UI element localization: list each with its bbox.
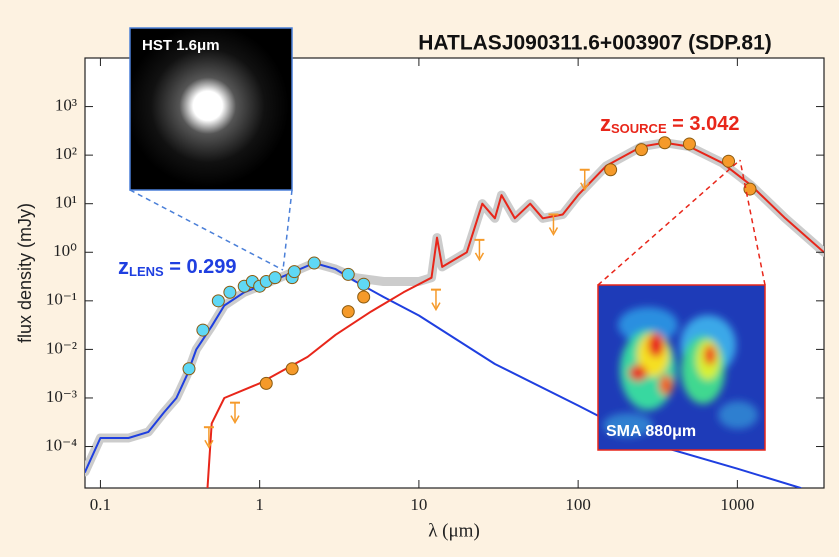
data-point: [307, 256, 321, 270]
y-tick-label: 10⁻²: [46, 338, 77, 357]
connector: [597, 159, 741, 286]
inset-border: [597, 284, 766, 451]
y-axis-label: flux density (mJy): [15, 203, 35, 343]
source-label: zSOURCE = 3.042: [600, 111, 739, 137]
y-tick-label: 10⁻³: [46, 387, 77, 406]
limit-arrow: [431, 302, 441, 312]
plot: [85, 136, 824, 488]
connector: [739, 159, 766, 286]
limit-arrow: [230, 415, 240, 425]
data-point: [634, 143, 648, 157]
y-tick-label: 10⁰: [53, 241, 77, 260]
data-point: [604, 163, 618, 177]
sma-inset: SMA 880μm: [597, 159, 766, 451]
data-point: [682, 137, 696, 151]
data-layer: [85, 136, 824, 488]
lens-label: zLENS = 0.299: [118, 254, 237, 280]
label-main: z: [600, 111, 611, 136]
sma-image: [598, 285, 765, 450]
label-main: z: [118, 254, 129, 279]
label-sub: LENS: [129, 264, 164, 279]
y-tick-label: 10⁻⁴: [45, 435, 77, 454]
data-point: [268, 271, 282, 285]
x-tick-label: 1: [255, 495, 264, 514]
upper-limit: [229, 401, 240, 425]
upper-limit: [548, 213, 559, 236]
label-sub: SOURCE: [611, 121, 667, 136]
data-point: [259, 376, 273, 390]
hst-image: [129, 27, 293, 191]
data-point: [658, 136, 672, 150]
axes: 0.1 1 10 100 1000 10⁻⁴ 10⁻³ 10⁻² 10⁻¹ 10⁰ 10¹ 10² 10…: [45, 58, 824, 514]
data-point: [285, 362, 299, 376]
x-tick-label: 10: [410, 495, 427, 514]
limit-arrow: [204, 439, 214, 449]
data-point: [357, 290, 371, 304]
y-tick-label: 10²: [55, 144, 77, 163]
svg-text:zSOURCE = 3.042: zSOURCE = 3.042: [600, 111, 739, 137]
x-tick-label: 100: [565, 495, 591, 514]
label-value: = 3.042: [667, 113, 740, 135]
x-tick-label: 0.1: [90, 495, 111, 514]
upper-limit: [203, 426, 214, 449]
data-point: [287, 265, 301, 279]
upper-limit: [579, 168, 590, 192]
inset-label: HST 1.6μm: [142, 37, 220, 54]
data-point: [722, 154, 736, 168]
connector: [282, 189, 293, 271]
svg-text:zLENS = 0.299: zLENS = 0.299: [118, 254, 237, 280]
data-point: [223, 285, 237, 299]
data-point: [341, 267, 355, 281]
hst-inset: HST 1.6μm: [129, 27, 293, 271]
x-axis-label: λ (μm): [428, 520, 480, 541]
label-value: = 0.299: [164, 256, 237, 278]
y-tick-label: 10¹: [55, 193, 77, 212]
limit-arrow: [474, 252, 485, 262]
inset-label: SMA 880μm: [606, 423, 696, 440]
model-curve: [206, 141, 824, 488]
y-tick-label: 10³: [55, 95, 77, 114]
limit-arrow: [548, 227, 559, 236]
data-point: [341, 305, 355, 319]
data-point: [743, 182, 757, 196]
data-point: [357, 277, 371, 291]
chart-title: HATLASJ090311.6+003907 (SDP.81): [418, 32, 772, 55]
limit-arrow: [580, 182, 590, 192]
upper-limit: [474, 238, 485, 262]
x-tick-label: 1000: [720, 495, 754, 514]
upper-limit: [430, 288, 441, 312]
data-point: [196, 323, 210, 337]
y-tick-label: 10⁻¹: [46, 290, 77, 309]
connector: [129, 189, 284, 271]
data-point: [182, 362, 196, 376]
data-point: [211, 294, 225, 308]
